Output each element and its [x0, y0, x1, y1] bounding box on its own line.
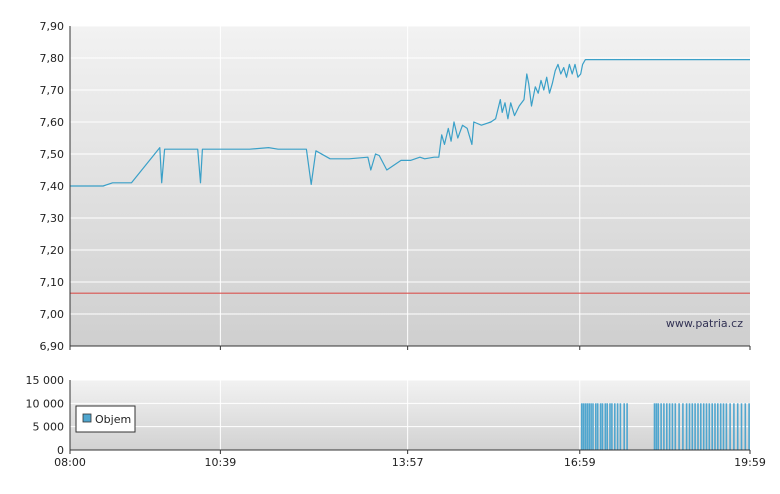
- volume-bar: [609, 403, 611, 450]
- volume-bar: [708, 403, 711, 450]
- price-series-line: [70, 58, 750, 187]
- price-y-tick-label: 7,10: [40, 276, 65, 289]
- volume-bar: [663, 403, 665, 450]
- volume-bar: [736, 403, 739, 450]
- volume-bar: [691, 403, 694, 450]
- price-y-tick-label: 6,90: [40, 340, 65, 353]
- volume-bar: [582, 403, 585, 450]
- legend-label-objem: Objem: [95, 413, 131, 426]
- volume-bar: [619, 403, 622, 450]
- volume-y-tick-label: 0: [57, 444, 64, 457]
- volume-bar: [748, 403, 750, 450]
- volume-bar: [611, 403, 613, 450]
- volume-bar: [717, 403, 719, 450]
- volume-bar: [666, 403, 668, 450]
- volume-bar: [580, 403, 583, 450]
- volume-bar: [711, 403, 713, 450]
- price-grid: [70, 25, 750, 347]
- volume-bar: [719, 403, 722, 450]
- x-tick-labels: 08:00 10:39 13:57 16:59 19:59: [54, 456, 766, 469]
- legend-swatch-objem: [82, 413, 92, 423]
- volume-bar: [702, 403, 705, 450]
- volume-bar: [714, 403, 716, 450]
- volume-bar: [616, 403, 619, 450]
- volume-bar: [733, 403, 735, 450]
- volume-bar: [694, 403, 696, 450]
- x-tick-label: 19:59: [734, 456, 766, 469]
- volume-bar: [599, 403, 602, 450]
- volume-bar: [592, 403, 594, 450]
- volume-bar: [722, 403, 725, 450]
- price-series-group: [70, 58, 750, 187]
- volume-y-tick-labels: 0 5 000 10 000 15 000: [26, 374, 65, 457]
- volume-bar: [725, 403, 728, 450]
- volume-bar: [744, 403, 747, 450]
- volume-bar: [588, 403, 590, 450]
- volume-y-tick-label: 10 000: [26, 397, 65, 410]
- volume-bar: [688, 403, 691, 450]
- volume-bar: [584, 403, 587, 450]
- volume-bar: [606, 403, 608, 450]
- price-y-tick-label: 7,80: [40, 52, 65, 65]
- x-tick-label: 08:00: [54, 456, 86, 469]
- volume-bar: [682, 403, 684, 450]
- volume-bar: [614, 403, 616, 450]
- volume-bar: [623, 403, 625, 450]
- volume-bar: [685, 403, 688, 450]
- volume-axes: [69, 380, 751, 454]
- volume-bar: [660, 403, 662, 450]
- price-y-tick-label: 7,30: [40, 212, 65, 225]
- volume-bar: [596, 403, 599, 450]
- price-axes: [69, 26, 751, 350]
- price-y-tick-label: 7,40: [40, 180, 65, 193]
- price-y-tick-label: 7,00: [40, 308, 65, 321]
- volume-bar: [586, 403, 589, 450]
- x-tick-label: 13:57: [392, 456, 424, 469]
- volume-bar: [668, 403, 671, 450]
- volume-y-tick-label: 5 000: [33, 421, 65, 434]
- volume-bar: [700, 403, 702, 450]
- price-panel: 6,90 7,00 7,10 7,20 7,30 7,40 7,50 7,60 7,70 7,80…: [40, 20, 751, 353]
- volume-bar: [678, 403, 680, 450]
- watermark-label: www.patria.cz: [666, 317, 743, 330]
- volume-bar: [705, 403, 708, 450]
- price-y-tick-label: 7,20: [40, 244, 65, 257]
- price-y-tick-label: 7,50: [40, 148, 65, 161]
- volume-bar: [595, 403, 597, 450]
- x-tick-label: 10:39: [205, 456, 237, 469]
- volume-bar: [740, 403, 743, 450]
- volume-bar: [674, 403, 677, 450]
- volume-bar: [655, 403, 658, 450]
- volume-bar: [626, 403, 628, 450]
- price-y-tick-label: 7,90: [40, 20, 65, 33]
- volume-bar: [729, 403, 731, 450]
- volume-plot-background: [70, 380, 750, 450]
- volume-y-tick-label: 15 000: [26, 374, 65, 387]
- volume-panel: 0 5 000 10 000 15 000 08:00 10:39 13:57 16:59 1…: [26, 374, 766, 469]
- volume-bar: [671, 403, 674, 450]
- price-y-tick-label: 7,60: [40, 116, 65, 129]
- volume-bar: [657, 403, 660, 450]
- x-tick-label: 16:59: [564, 456, 596, 469]
- volume-bar: [590, 403, 592, 450]
- volume-bar: [697, 403, 699, 450]
- volume-bar: [604, 403, 607, 450]
- volume-bar: [653, 403, 656, 450]
- volume-legend: Objem: [75, 405, 136, 433]
- volume-bars-group: [580, 403, 750, 450]
- price-y-tick-label: 7,70: [40, 84, 65, 97]
- volume-bar: [601, 403, 604, 450]
- price-y-tick-labels: 6,90 7,00 7,10 7,20 7,30 7,40 7,50 7,60 7,70 7,80…: [40, 20, 65, 353]
